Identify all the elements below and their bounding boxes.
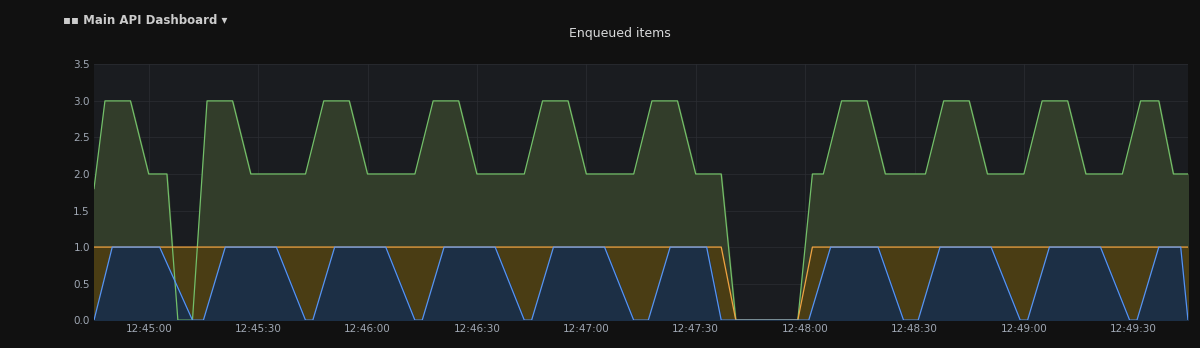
Text: Enqueued items: Enqueued items bbox=[569, 27, 671, 40]
Text: ▪▪ Main API Dashboard ▾: ▪▪ Main API Dashboard ▾ bbox=[64, 14, 228, 26]
